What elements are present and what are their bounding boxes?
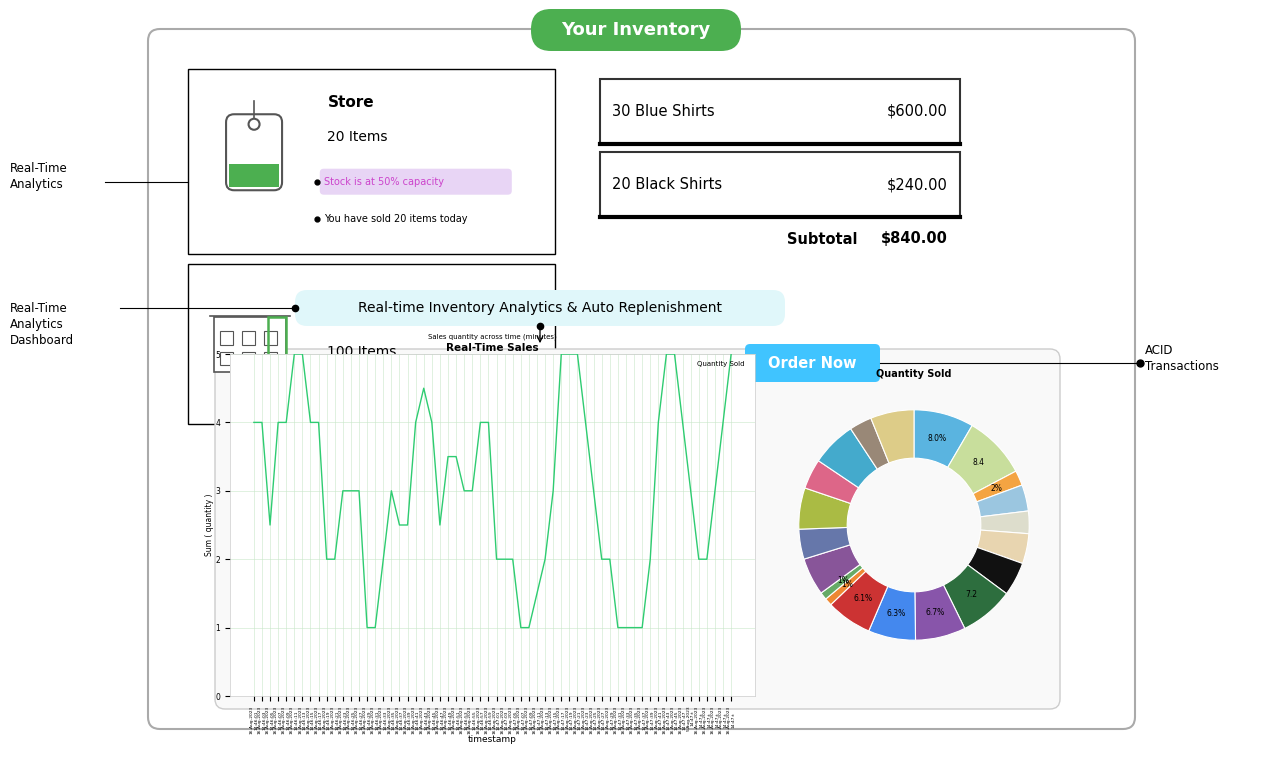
Wedge shape — [818, 429, 878, 487]
Wedge shape — [915, 410, 972, 468]
Wedge shape — [804, 545, 860, 593]
Text: 2%: 2% — [990, 484, 1002, 493]
Text: ACID
Transactions: ACID Transactions — [1145, 345, 1219, 374]
Wedge shape — [981, 511, 1029, 534]
FancyBboxPatch shape — [215, 349, 1060, 709]
Text: Store: Store — [327, 95, 374, 110]
Bar — [600, 79, 960, 144]
Bar — [268, 316, 286, 371]
FancyBboxPatch shape — [530, 9, 742, 51]
Y-axis label: Sum ( quantity ): Sum ( quantity ) — [205, 494, 214, 556]
Title: Real-Time Sales: Real-Time Sales — [446, 343, 539, 353]
Bar — [220, 351, 233, 365]
Bar — [265, 351, 277, 365]
Text: Quantity Sold: Quantity Sold — [697, 361, 744, 367]
Text: 6.7%: 6.7% — [925, 608, 945, 617]
Text: Real-Time
Analytics
Dashboard: Real-Time Analytics Dashboard — [10, 302, 74, 347]
Title: Quantity Sold: Quantity Sold — [876, 369, 951, 379]
Text: 1%: 1% — [841, 581, 854, 590]
Wedge shape — [869, 587, 916, 640]
Text: 8.0%: 8.0% — [929, 434, 948, 443]
Bar — [600, 152, 960, 217]
Wedge shape — [805, 461, 859, 503]
Text: 1%: 1% — [837, 576, 850, 585]
Bar — [229, 164, 279, 187]
Text: Real-Time
Analytics: Real-Time Analytics — [10, 162, 67, 191]
Bar — [188, 264, 555, 424]
FancyBboxPatch shape — [295, 290, 785, 326]
Text: Warehouse: Warehouse — [327, 301, 424, 316]
Bar — [220, 331, 233, 345]
Wedge shape — [968, 547, 1023, 594]
Text: 7.2: 7.2 — [965, 590, 977, 598]
X-axis label: timestamp: timestamp — [468, 736, 516, 744]
FancyBboxPatch shape — [226, 115, 282, 190]
Wedge shape — [948, 426, 1016, 494]
Text: 100 Items: 100 Items — [327, 345, 397, 359]
Wedge shape — [977, 485, 1028, 516]
Text: Real-time Inventory Analytics & Auto Replenishment: Real-time Inventory Analytics & Auto Rep… — [357, 301, 722, 315]
Bar — [215, 316, 286, 371]
Text: Your Inventory: Your Inventory — [561, 21, 711, 39]
Wedge shape — [851, 418, 889, 469]
FancyBboxPatch shape — [319, 169, 511, 195]
Wedge shape — [915, 585, 964, 640]
Text: 6.1%: 6.1% — [854, 594, 873, 604]
Text: You have sold 20 items today: You have sold 20 items today — [324, 214, 467, 224]
FancyBboxPatch shape — [745, 344, 880, 382]
Text: 6.3%: 6.3% — [887, 609, 906, 617]
Text: 30 Blue Shirts: 30 Blue Shirts — [612, 104, 715, 119]
Bar — [265, 331, 277, 345]
Bar — [243, 351, 256, 365]
Text: $840.00: $840.00 — [881, 231, 948, 247]
Text: 20 Black Shirts: 20 Black Shirts — [612, 177, 722, 192]
Wedge shape — [826, 568, 866, 604]
Text: Subtotal: Subtotal — [787, 231, 857, 247]
Text: Sales quantity across time (minutes): Sales quantity across time (minutes) — [429, 334, 557, 340]
Wedge shape — [871, 410, 915, 463]
Text: Order Now: Order Now — [768, 355, 857, 371]
Wedge shape — [799, 488, 851, 529]
Wedge shape — [831, 571, 888, 631]
Text: 8.4: 8.4 — [973, 458, 985, 468]
Bar — [188, 69, 555, 254]
Text: $240.00: $240.00 — [887, 177, 948, 192]
FancyBboxPatch shape — [148, 29, 1135, 729]
Wedge shape — [944, 565, 1006, 629]
Bar — [243, 331, 256, 345]
Circle shape — [248, 118, 259, 130]
Wedge shape — [973, 471, 1023, 502]
Wedge shape — [799, 527, 850, 559]
Wedge shape — [820, 565, 862, 599]
Text: Stock is at 50% capacity: Stock is at 50% capacity — [324, 176, 444, 186]
Text: 20 Items: 20 Items — [327, 131, 388, 144]
Wedge shape — [977, 530, 1029, 564]
Text: $600.00: $600.00 — [887, 104, 948, 119]
